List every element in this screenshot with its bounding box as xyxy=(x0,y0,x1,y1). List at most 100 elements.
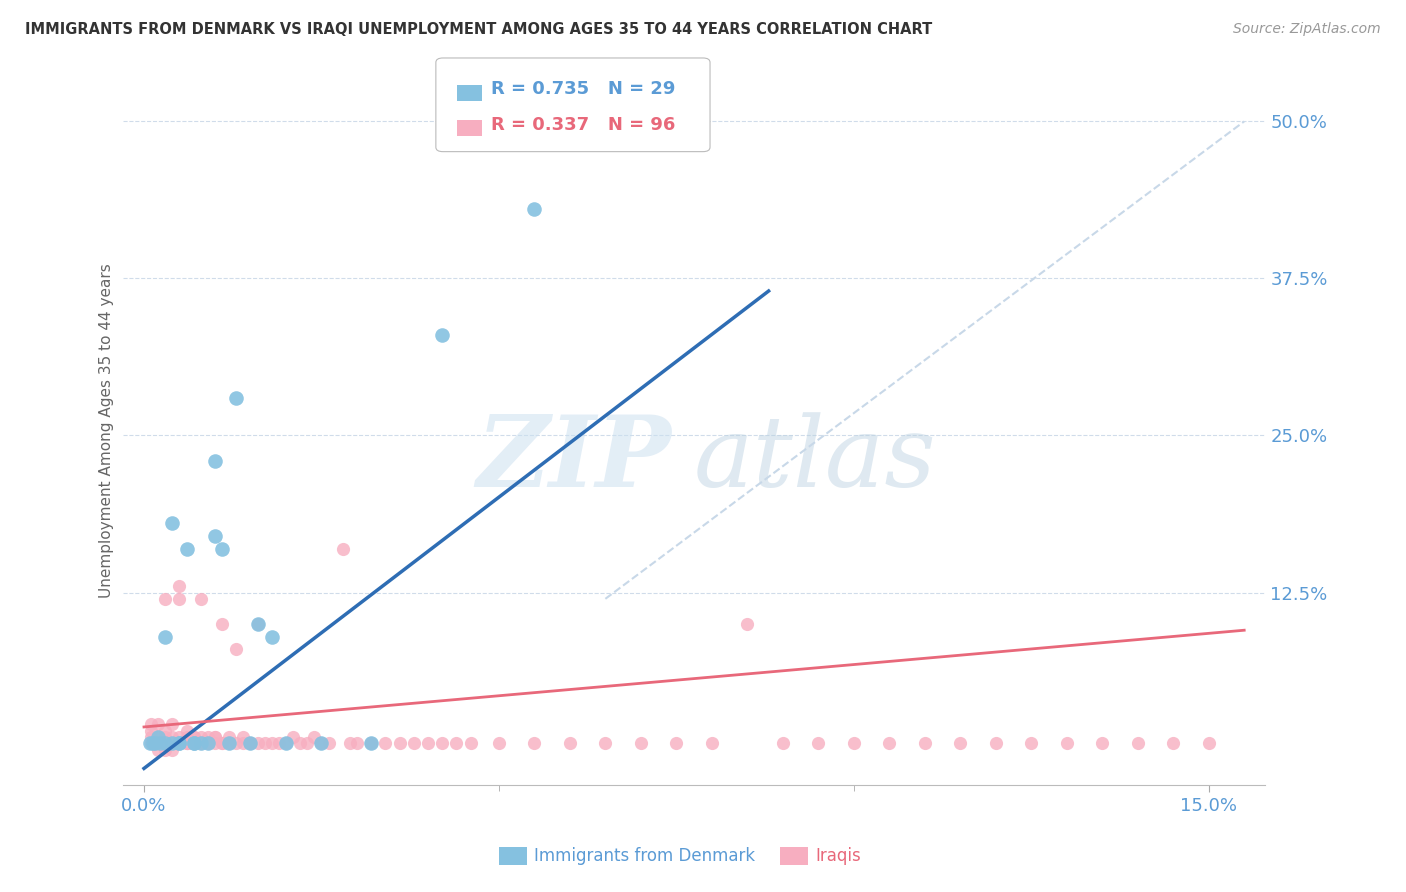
Point xyxy=(416,736,439,750)
Point xyxy=(197,736,219,750)
Point xyxy=(239,736,262,750)
Point xyxy=(288,736,311,750)
Point xyxy=(183,736,205,750)
Point xyxy=(346,736,368,750)
Point xyxy=(162,717,184,731)
Point xyxy=(197,736,219,750)
Point xyxy=(211,541,233,556)
Point xyxy=(204,730,226,744)
Point xyxy=(1056,736,1078,750)
Point xyxy=(139,717,162,731)
Point xyxy=(842,736,865,750)
Point xyxy=(183,736,205,750)
Point xyxy=(1161,736,1184,750)
Point xyxy=(339,736,361,750)
Point xyxy=(332,541,354,556)
Point xyxy=(246,616,269,631)
Point xyxy=(204,730,226,744)
Point xyxy=(143,736,166,750)
Point xyxy=(169,736,191,750)
Point xyxy=(318,736,340,750)
Point xyxy=(239,736,262,750)
Point xyxy=(460,736,482,750)
Text: Immigrants from Denmark: Immigrants from Denmark xyxy=(534,847,755,865)
Point xyxy=(169,736,191,750)
Point xyxy=(204,529,226,543)
Point xyxy=(138,736,160,750)
Point xyxy=(267,736,290,750)
Point xyxy=(430,328,453,343)
Point xyxy=(169,736,191,750)
Point xyxy=(155,742,177,756)
Point xyxy=(218,736,240,750)
Point xyxy=(183,736,205,750)
Point xyxy=(281,730,304,744)
Point xyxy=(402,736,425,750)
Point xyxy=(665,736,688,750)
Point xyxy=(155,591,177,606)
Point xyxy=(155,736,177,750)
Point xyxy=(700,736,723,750)
Point xyxy=(148,736,170,750)
Point xyxy=(204,736,226,750)
Point xyxy=(155,736,177,750)
Point xyxy=(430,736,453,750)
Point xyxy=(141,736,163,750)
Point xyxy=(246,616,269,631)
Point xyxy=(197,730,219,744)
Point xyxy=(169,579,191,593)
Point xyxy=(139,730,162,744)
Point xyxy=(360,736,382,750)
Point xyxy=(446,736,468,750)
Point xyxy=(183,730,205,744)
Point xyxy=(176,736,198,750)
Point xyxy=(176,541,198,556)
Point xyxy=(162,736,184,750)
Point xyxy=(148,717,170,731)
Point xyxy=(197,736,219,750)
Point xyxy=(169,591,191,606)
Point xyxy=(225,642,247,657)
Point xyxy=(176,736,198,750)
Point xyxy=(218,730,240,744)
Point xyxy=(260,630,283,644)
Point xyxy=(139,736,162,750)
Text: ZIP: ZIP xyxy=(477,411,671,508)
Point xyxy=(225,736,247,750)
Point xyxy=(1091,736,1114,750)
Point xyxy=(239,736,262,750)
Point xyxy=(211,736,233,750)
Point xyxy=(176,723,198,738)
Text: Iraqis: Iraqis xyxy=(815,847,862,865)
Text: IMMIGRANTS FROM DENMARK VS IRAQI UNEMPLOYMENT AMONG AGES 35 TO 44 YEARS CORRELAT: IMMIGRANTS FROM DENMARK VS IRAQI UNEMPLO… xyxy=(25,22,932,37)
Point xyxy=(558,736,581,750)
Point xyxy=(190,591,212,606)
Point xyxy=(155,723,177,738)
Point xyxy=(253,736,276,750)
Text: R = 0.735   N = 29: R = 0.735 N = 29 xyxy=(491,80,675,98)
Point xyxy=(211,616,233,631)
Point xyxy=(162,516,184,531)
Point xyxy=(807,736,830,750)
Point xyxy=(1019,736,1042,750)
Point xyxy=(162,742,184,756)
Point xyxy=(149,736,172,750)
Text: R = 0.337   N = 96: R = 0.337 N = 96 xyxy=(491,116,675,134)
Point xyxy=(949,736,972,750)
Point xyxy=(148,730,170,744)
Point xyxy=(246,736,269,750)
Point xyxy=(148,742,170,756)
Point xyxy=(176,730,198,744)
Text: Source: ZipAtlas.com: Source: ZipAtlas.com xyxy=(1233,22,1381,37)
Point xyxy=(218,736,240,750)
Point xyxy=(190,736,212,750)
Point xyxy=(488,736,510,750)
Point xyxy=(1126,736,1149,750)
Point xyxy=(190,736,212,750)
Point xyxy=(155,730,177,744)
Point xyxy=(225,391,247,405)
Point xyxy=(139,723,162,738)
Point xyxy=(772,736,794,750)
Point xyxy=(148,730,170,744)
Point xyxy=(523,202,546,217)
